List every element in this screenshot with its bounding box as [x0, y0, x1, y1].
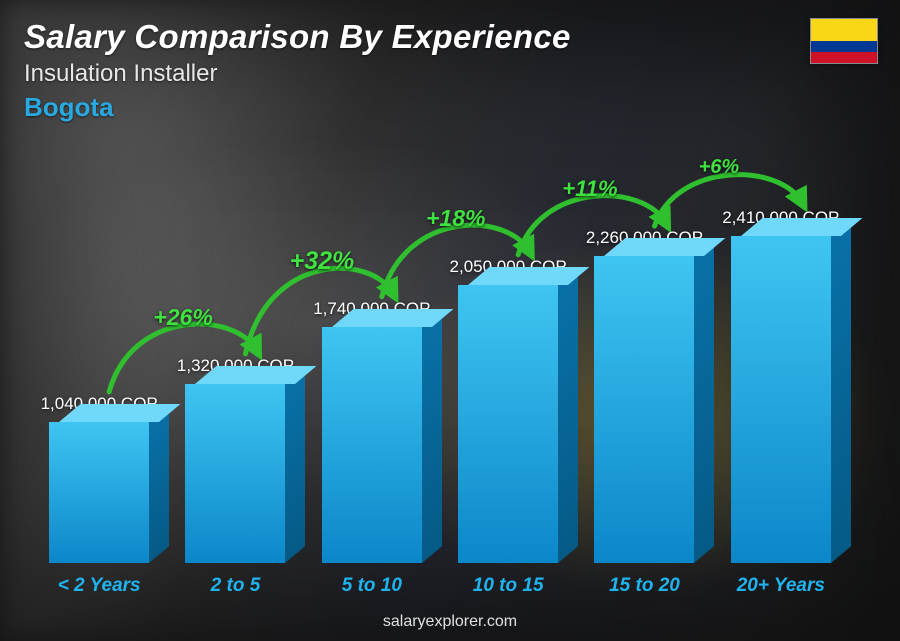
category-labels: < 2 Years 2 to 5 5 to 10 10 to 15 15 to 20 20…	[30, 575, 850, 597]
category-label: 15 to 20	[583, 575, 705, 597]
bar-front-face	[185, 384, 285, 563]
bar-front-face	[731, 236, 831, 563]
bar-top-face	[468, 267, 589, 285]
category-label: 20+ Years	[720, 575, 842, 597]
pct-increase-label: +32%	[290, 247, 355, 276]
chart-canvas: Salary Comparison By Experience Insulati…	[0, 0, 900, 641]
chart-city: Bogota	[24, 92, 571, 123]
category-label: < 2 Years	[38, 575, 160, 597]
flag-icon	[810, 18, 878, 64]
bar-side-face	[422, 310, 442, 563]
bar-side-face	[558, 268, 578, 563]
pct-increase-label: +26%	[153, 304, 212, 331]
bar-slot: 1,320,000 COP	[174, 150, 296, 563]
bar-front-face	[458, 285, 558, 563]
bar-front-face	[594, 256, 694, 563]
bar-side-face	[831, 219, 851, 563]
category-label: 5 to 10	[311, 575, 433, 597]
bar-side-face	[285, 367, 305, 563]
bar-top-face	[59, 404, 180, 422]
bar-front-face	[49, 422, 149, 563]
bar-front-face	[322, 327, 422, 563]
bar	[185, 384, 285, 563]
flag-stripe-red	[811, 52, 877, 63]
flag-stripe-yellow	[811, 19, 877, 41]
category-label: 2 to 5	[174, 575, 296, 597]
header: Salary Comparison By Experience Insulati…	[24, 18, 571, 123]
footer-attribution: salaryexplorer.com	[0, 613, 900, 631]
bar-top-face	[332, 309, 453, 327]
bar-slot: 1,740,000 COP	[311, 150, 433, 563]
flag-stripe-blue	[811, 41, 877, 52]
pct-increase-label: +11%	[562, 176, 617, 202]
bar-side-face	[694, 239, 714, 563]
bar	[322, 327, 422, 563]
bar-side-face	[149, 405, 169, 563]
bar	[458, 285, 558, 563]
pct-increase-label: +18%	[426, 205, 485, 232]
bar-slot: 2,260,000 COP	[583, 150, 705, 563]
bar-top-face	[741, 218, 862, 236]
pct-increase-label: +6%	[699, 156, 740, 179]
bar	[731, 236, 831, 563]
chart-subtitle: Insulation Installer	[24, 60, 571, 88]
bar-slot: 2,410,000 COP	[720, 150, 842, 563]
chart-area: 1,040,000 COP1,320,000 COP1,740,000 COP 2…	[30, 150, 850, 563]
bar-slot: 1,040,000 COP	[38, 150, 160, 563]
category-label: 10 to 15	[447, 575, 569, 597]
bar	[49, 422, 149, 563]
chart-title: Salary Comparison By Experience	[24, 18, 571, 56]
bar	[594, 256, 694, 563]
